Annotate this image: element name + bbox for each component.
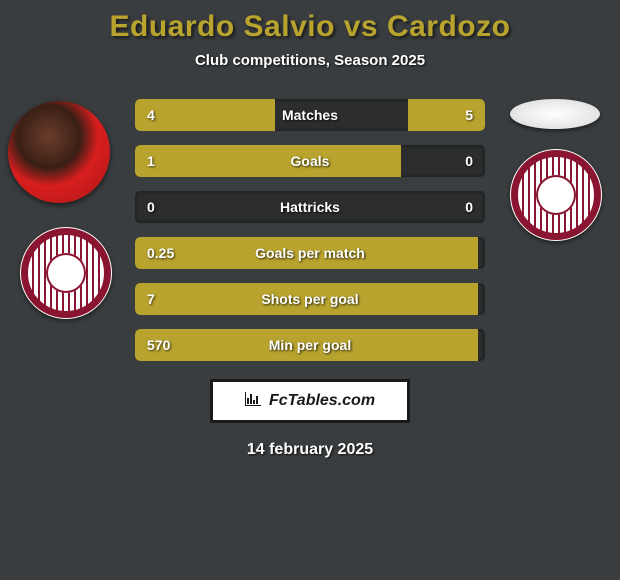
player1-avatar	[8, 101, 110, 203]
stat-row-shots-per-goal: 7 Shots per goal	[135, 283, 485, 315]
stat-label: Matches	[135, 99, 485, 131]
stat-label: Shots per goal	[135, 283, 485, 315]
stat-label: Goals	[135, 145, 485, 177]
player2-avatar	[510, 99, 600, 129]
page-title: Eduardo Salvio vs Cardozo	[0, 10, 620, 44]
club-badge-icon	[20, 227, 112, 319]
brand-box[interactable]: FcTables.com	[210, 379, 410, 423]
brand-text: FcTables.com	[269, 392, 375, 410]
date: 14 february 2025	[0, 441, 620, 459]
comparison-card: Eduardo Salvio vs Cardozo Club competiti…	[0, 0, 620, 459]
stat-row-goals: 1 Goals 0	[135, 145, 485, 177]
stat-label: Min per goal	[135, 329, 485, 361]
value-right: 0	[465, 191, 473, 223]
subtitle: Club competitions, Season 2025	[0, 52, 620, 69]
stat-label: Hattricks	[135, 191, 485, 223]
stat-row-min-per-goal: 570 Min per goal	[135, 329, 485, 361]
stats-area: 4 Matches 5 1 Goals 0 0 Hattricks 0	[0, 99, 620, 379]
stat-row-goals-per-match: 0.25 Goals per match	[135, 237, 485, 269]
stat-row-matches: 4 Matches 5	[135, 99, 485, 131]
player1-club-badge	[20, 227, 112, 319]
club-badge-icon	[510, 149, 602, 241]
player2-club-badge	[510, 149, 602, 241]
chart-icon	[245, 392, 261, 410]
stat-row-hattricks: 0 Hattricks 0	[135, 191, 485, 223]
value-right: 0	[465, 145, 473, 177]
stat-bars: 4 Matches 5 1 Goals 0 0 Hattricks 0	[135, 99, 485, 375]
stat-label: Goals per match	[135, 237, 485, 269]
value-right: 5	[465, 99, 473, 131]
